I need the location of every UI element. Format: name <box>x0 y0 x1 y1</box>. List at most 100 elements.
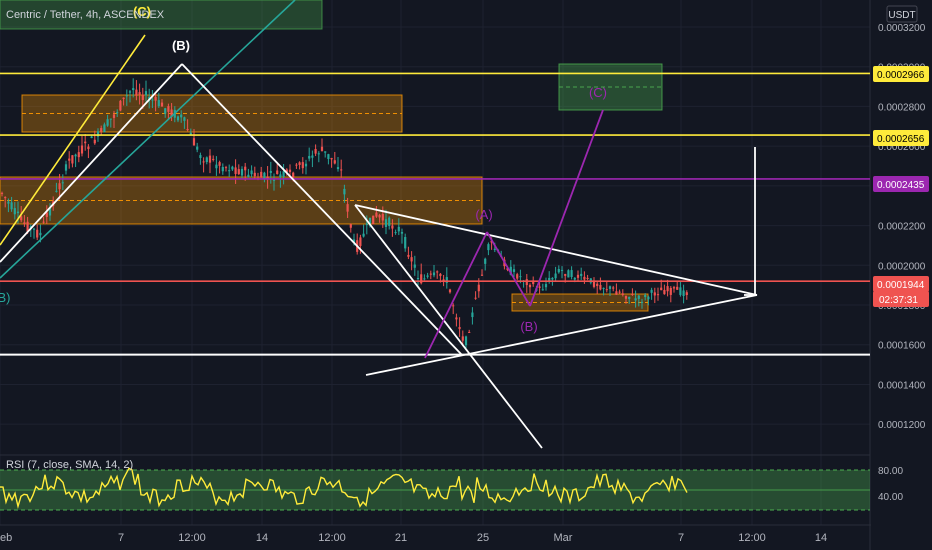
candle-body <box>621 293 624 295</box>
rsi-tick: 40.00 <box>878 492 903 503</box>
price-label-bg <box>873 130 929 146</box>
candle-body <box>247 174 250 178</box>
candle-body <box>74 154 77 157</box>
wave-label: B) <box>0 290 11 305</box>
candle-body <box>650 289 653 293</box>
candle-body <box>231 166 234 170</box>
currency-box <box>886 5 918 23</box>
drawings: (C) (B) (A) (B) (C) B) <box>0 0 870 449</box>
candle-body <box>416 277 420 280</box>
candle-body <box>448 289 452 293</box>
candle-body <box>189 132 192 135</box>
candle-body <box>144 91 148 96</box>
price-tick: 0.0002800 <box>878 102 926 113</box>
candle-body <box>292 172 295 178</box>
rsi-title: RSI (7, close, SMA, 14, 2) <box>6 459 133 471</box>
candle-body <box>471 312 474 318</box>
price-label: 0.0002435 <box>877 180 925 191</box>
time-tick: eb <box>0 532 12 544</box>
candle-body <box>464 336 468 346</box>
candle-body <box>244 166 247 171</box>
candle-body <box>13 208 16 215</box>
candle-body <box>186 128 189 131</box>
triangle-lower <box>365 294 758 376</box>
candle-body <box>679 287 682 295</box>
candle-body <box>564 274 567 276</box>
candle-body <box>100 128 103 132</box>
rsi-line <box>0 467 688 510</box>
price-tick: 0.0003200 <box>878 23 926 34</box>
time-tick: 12:00 <box>178 532 206 544</box>
candle-body <box>42 221 45 223</box>
currency-label: USDT <box>888 10 915 21</box>
candle-body <box>48 207 52 216</box>
candle-body <box>77 152 80 158</box>
candle-body <box>397 226 400 232</box>
candle-body <box>551 277 554 280</box>
candle-body <box>237 169 240 175</box>
trend-teal-channel <box>0 0 296 279</box>
candle-body <box>404 237 407 249</box>
price-label-bg <box>873 176 929 192</box>
candle-body <box>343 188 346 195</box>
time-tick: Mar <box>554 532 573 544</box>
wave-line-2 <box>181 63 463 356</box>
wave-label: (A) <box>475 207 492 222</box>
candle-body <box>512 269 516 272</box>
candle-body <box>196 146 199 150</box>
candle-body <box>413 264 416 268</box>
candle-body <box>224 167 228 169</box>
candle-body <box>602 287 605 289</box>
candle-body <box>4 197 7 199</box>
candle-body <box>519 276 522 278</box>
candle-body <box>263 172 266 179</box>
candle-body <box>154 96 157 101</box>
candle-body <box>58 183 61 190</box>
time-tick: 7 <box>118 532 124 544</box>
candle-body <box>16 211 20 214</box>
candle-body <box>580 273 583 276</box>
candle-body <box>532 281 535 285</box>
candle-body <box>202 161 205 163</box>
candle-body <box>644 294 647 298</box>
candle-body <box>458 327 461 330</box>
candle-body <box>634 298 637 301</box>
price-tick: 0.0001600 <box>878 341 926 352</box>
candle-body <box>205 157 208 163</box>
candle-body <box>445 277 448 283</box>
price-tick: 0.0002200 <box>878 222 926 233</box>
candle-body <box>618 291 621 293</box>
candle-body <box>218 162 221 166</box>
price-label-bg <box>873 276 929 292</box>
time-tick: 12:00 <box>738 532 766 544</box>
candle-body <box>298 162 301 165</box>
candle-body <box>656 294 660 296</box>
candle-body <box>317 153 320 155</box>
candle-body <box>346 204 349 212</box>
wave-label: (B) <box>520 319 537 334</box>
candle-body <box>314 148 317 154</box>
candle-body <box>240 168 244 176</box>
candle-body <box>301 162 304 169</box>
candle-body <box>560 269 564 271</box>
trend-yellow-channel <box>0 34 146 246</box>
candle-body <box>68 158 71 161</box>
time-tick: 14 <box>256 532 268 544</box>
candle-body <box>10 202 13 210</box>
candle-body <box>311 155 314 158</box>
candle-body <box>119 100 122 111</box>
candle-body <box>493 248 496 250</box>
candle-body <box>55 190 58 192</box>
candle-body <box>378 214 381 218</box>
candle-body <box>7 201 10 204</box>
candle-body <box>468 331 471 333</box>
candle-body <box>375 212 378 217</box>
candle-body <box>276 170 279 174</box>
candle-body <box>365 223 368 225</box>
wave-line-3 <box>354 204 543 449</box>
candle-body <box>215 164 218 169</box>
candle-body <box>548 277 551 282</box>
candle-body <box>279 174 282 178</box>
candle-body <box>96 131 100 137</box>
